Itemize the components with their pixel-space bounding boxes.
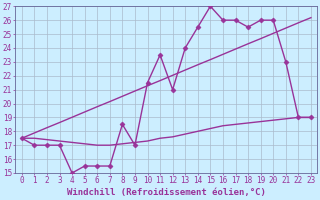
X-axis label: Windchill (Refroidissement éolien,°C): Windchill (Refroidissement éolien,°C): [67, 188, 266, 197]
